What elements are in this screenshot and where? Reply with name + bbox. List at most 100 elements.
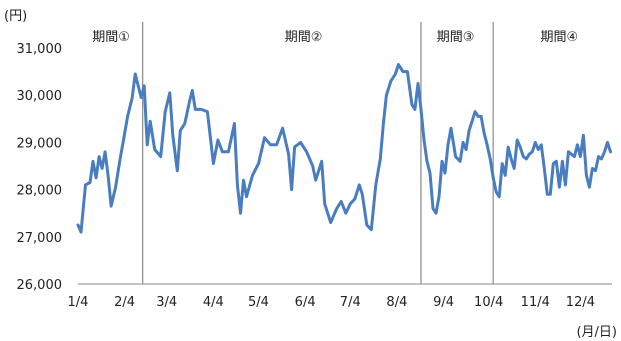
data-point [323,202,326,205]
data-point [374,183,377,186]
data-point [361,193,364,196]
data-point [480,115,483,118]
data-point [534,141,537,144]
data-point [495,191,498,194]
x-tick-label: 10/4 [474,295,503,310]
y-tick-label: 26,000 [17,278,63,293]
data-point [305,150,308,153]
data-point [134,73,137,76]
data-point [299,141,302,144]
data-point [257,162,260,165]
data-point [423,139,426,142]
data-point [146,143,149,146]
data-point [606,141,609,144]
data-point [519,146,522,149]
data-point [349,202,352,205]
data-point [194,108,197,111]
data-point [84,183,87,186]
data-point [382,122,385,125]
period-label: 期間② [285,30,323,45]
data-point [287,153,290,156]
data-point [77,224,80,227]
data-point [143,84,146,87]
data-point [413,108,416,111]
data-point [320,160,323,163]
data-point [474,110,477,113]
data-point [483,132,486,135]
data-point [221,150,224,153]
data-point [89,181,92,184]
data-point [236,183,239,186]
data-point [164,110,167,113]
data-point [600,157,603,160]
x-tick-label: 2/4 [114,295,135,310]
data-point [549,193,552,196]
data-point [137,84,140,87]
data-point [609,150,612,153]
data-point [233,122,236,125]
data-point [149,120,152,123]
data-point [522,155,525,158]
data-point [389,80,392,83]
data-point [191,89,194,92]
x-tick-label: 6/4 [295,295,316,310]
data-point [245,195,248,198]
data-point [329,221,332,224]
data-point [486,143,489,146]
period-labels: 期間① 期間② 期間③ 期間④ [92,30,578,45]
x-tick-label: 4/4 [203,295,224,310]
data-point [477,115,480,118]
data-point [406,70,409,73]
data-point [435,212,438,215]
data-point [462,141,465,144]
y-axis-label: (円) [4,9,27,24]
data-point [179,129,182,132]
data-point [579,155,582,158]
data-point [275,143,278,146]
x-tick-label: 7/4 [340,295,361,310]
data-point [335,207,338,210]
data-point [216,139,219,142]
data-point [98,155,101,158]
data-point [227,150,230,153]
data-point [537,148,540,151]
data-point [251,174,254,177]
data-point [126,115,129,118]
data-point [206,110,209,113]
data-point [516,139,519,142]
data-point [370,228,373,231]
x-axis-label: (月/日) [576,325,617,340]
x-axis-ticks: 1/4 2/4 3/4 4/4 5/4 6/4 7/4 8/4 9/4 10/4 11/4 12/4 [68,295,595,310]
data-point [101,167,104,170]
data-point [153,148,156,151]
y-tick-label: 31,000 [17,42,63,57]
x-tick-label: 8/4 [386,295,407,310]
x-tick-label: 5/4 [248,295,269,310]
data-point [420,108,423,111]
data-point [492,176,495,179]
data-point [176,169,179,172]
x-tick-label: 9/4 [433,295,454,310]
data-point [212,162,215,165]
data-point [543,167,546,170]
data-point [555,160,558,163]
data-point [498,195,501,198]
data-point [432,207,435,210]
data-point [429,172,432,175]
data-point [131,96,134,99]
data-point [426,160,429,163]
data-point [558,186,561,189]
data-point [95,176,98,179]
data-point [507,146,510,149]
data-point [200,108,203,111]
data-point [92,160,95,163]
x-tick-label: 3/4 [156,295,177,310]
data-point [107,174,110,177]
data-point [379,157,382,160]
data-point [344,212,347,215]
data-point [513,167,516,170]
data-point [417,82,420,85]
data-point [239,212,242,215]
data-point [501,162,504,165]
